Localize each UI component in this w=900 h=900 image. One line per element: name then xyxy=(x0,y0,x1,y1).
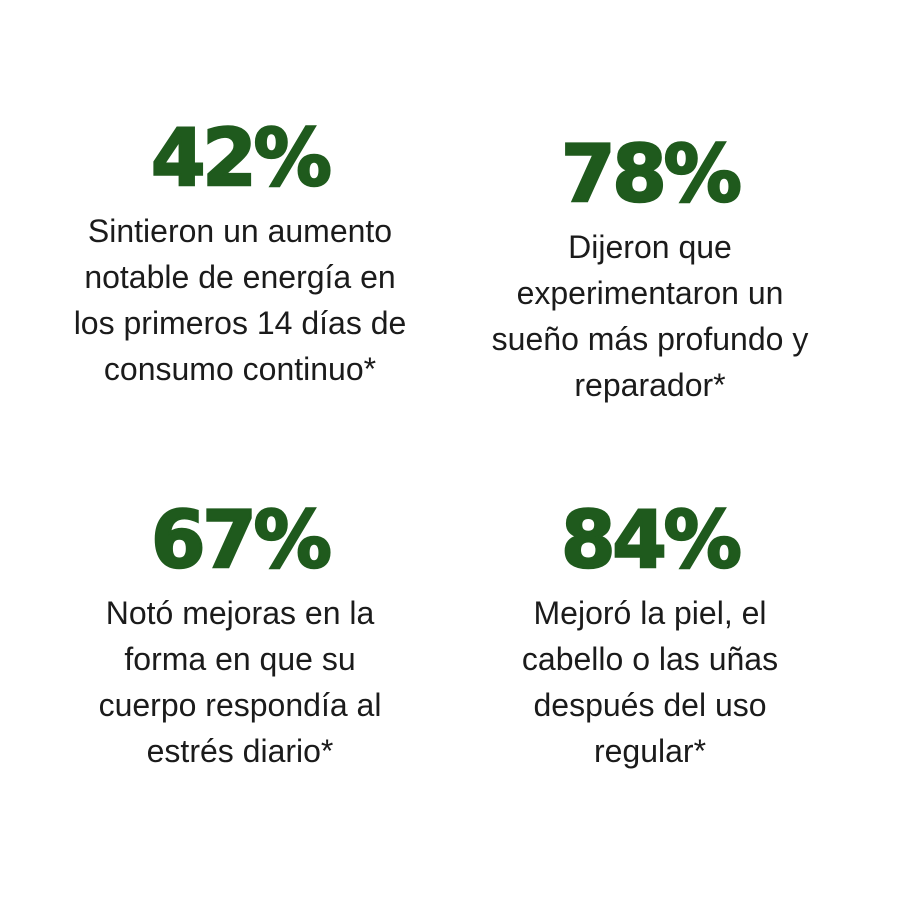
stat-block-skin-hair-nails: 84% Mejoró la piel, el cabello o las uña… xyxy=(450,496,850,774)
stat-block-stress: 67% Notó mejoras en la forma en que su c… xyxy=(40,496,440,774)
stat-percentage: 78% xyxy=(560,130,743,220)
stat-block-energy: 42% Sintieron un aumento notable de ener… xyxy=(40,114,440,392)
stat-percentage: 42% xyxy=(150,114,333,204)
stat-description: Notó mejoras en la forma en que su cuerp… xyxy=(98,595,382,769)
stat-description: Mejoró la piel, el cabello o las uñas de… xyxy=(521,595,779,769)
stat-description: Sintieron un aumento notable de energía … xyxy=(73,213,407,387)
stat-block-sleep: 78% Dijeron que experimentaron un sueño … xyxy=(450,130,850,408)
stat-percentage: 67% xyxy=(150,496,333,586)
stat-description: Dijeron que experimentaron un sueño más … xyxy=(491,229,809,403)
stat-percentage: 84% xyxy=(560,496,743,586)
